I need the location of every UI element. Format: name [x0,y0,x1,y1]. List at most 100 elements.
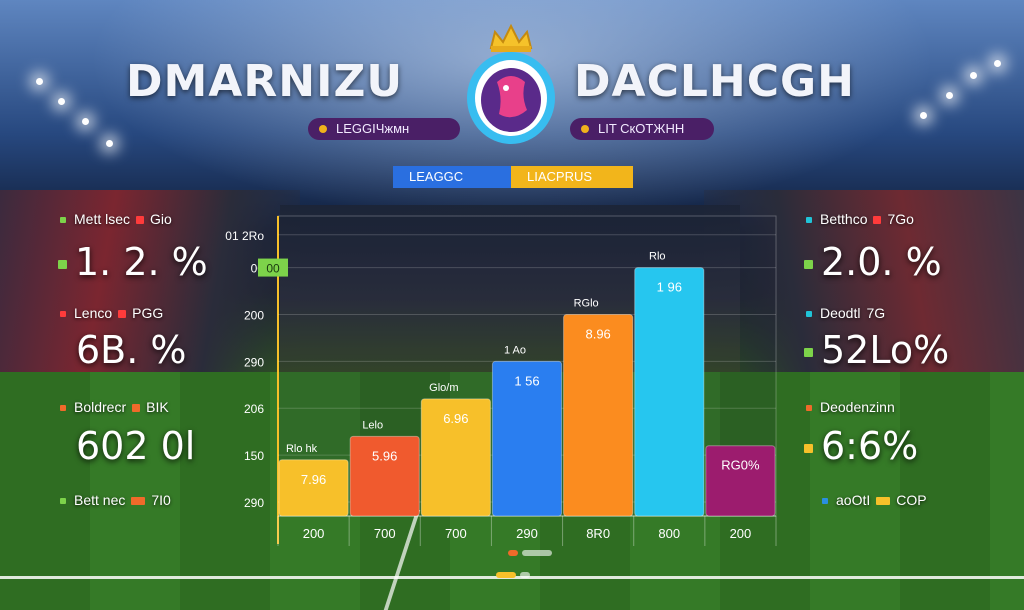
floodlight [58,98,65,105]
title-right: DACLHCGH [574,56,855,107]
bar-top-label: Lelo [362,419,383,431]
bar [349,435,420,517]
bullet-icon [806,217,812,224]
badge-right-label: LIT СкОТЖНН [598,121,685,136]
badge-left: LEGGIЧжмн [308,118,460,140]
bar-value-label: 6.96 [443,411,468,426]
stat-label-text: Boldrecr [74,399,127,415]
legend-badge [258,258,288,277]
league-crest-icon [467,23,555,144]
stat-value-text: 6B. % [76,328,187,372]
bar-value-label: 8.96 [585,326,610,341]
bullet-icon [873,216,882,225]
stat-value-text: 6:6% [821,424,919,468]
stat-label-tail: 7Go [887,211,914,227]
stat-value-left-3: 602 0l [76,424,195,468]
bullet-icon [822,498,828,505]
bullet-icon [804,260,813,269]
y-tick-label: 290 [244,355,264,369]
y-tick-label: 01 2Ro [225,229,264,243]
bar-top-label: 1 Ao [504,344,526,356]
stat-label-tail: Gio [150,211,172,227]
y-tick-label: 206 [244,402,264,416]
category-label: 290 [516,526,538,541]
bar-value-label: RG0% [721,458,760,473]
bar-top-label: RGlo [574,297,599,309]
stat-label-right-2: Deodtl 7G [806,305,885,321]
badge-dot [319,125,327,133]
stat-value-text: 52Lo% [821,328,950,372]
category-label: 200 [303,526,325,541]
bullet-icon [804,444,813,453]
title-left: DMARNIZU [126,56,404,107]
bullet-icon [60,217,66,224]
stat-value-left-1: 1. 2. % [58,240,208,284]
floodlight [994,60,1001,67]
floodlight [106,140,113,147]
stat-value-right-2: 52Lo% [804,328,949,372]
badge-left-label: LEGGIЧжмн [336,121,410,136]
bullet-icon [60,311,66,318]
stat-label-tail: 7G [866,305,886,321]
stat-label-tail: COP [896,492,927,508]
bar [420,398,491,517]
stat-label-left-1: Mett lsec Gio [60,211,172,227]
bar-value-label: 5.96 [372,448,397,463]
bar-top-label: Rlo hk [286,443,318,455]
bar [705,445,776,517]
badge-dot [581,125,589,133]
footer-dot [496,572,516,578]
category-label: 200 [730,526,752,541]
floodlight [36,78,43,85]
stat-label-right-4: aoOtI COP [822,492,927,508]
y-tick-label: 290 [244,496,264,510]
bar-top-label: Rlo [649,251,666,263]
stadium-stand-left [0,190,300,380]
stat-label-left-3: Boldrecr BIK [60,399,169,415]
stat-label-text: Deodtl [820,305,861,321]
stat-label-tail: BIK [146,399,169,415]
bullet-icon [136,216,145,225]
stat-value-text: 1. 2. % [75,240,208,284]
stat-label-left-4: Bett nec 7I0 [60,492,171,508]
bullet-icon [806,311,812,318]
category-label: 8R0 [586,526,610,541]
bullet-icon [60,405,66,412]
floodlight [920,112,927,119]
bar [563,313,634,517]
stat-label-text: Bett nec [74,492,126,508]
bullet-icon [132,404,141,413]
stat-value-right-3: 6:6% [804,424,918,468]
stat-label-text: aoOtI [836,492,871,508]
category-label: 700 [374,526,396,541]
league-tabs: LEAGGC LIACPRUS [393,166,633,188]
bullet-icon [131,497,146,506]
stadium-stand-right [704,190,1024,380]
bullet-icon [806,405,812,412]
bullet-icon [60,498,66,505]
stat-label-text: Mett lsec [74,211,131,227]
category-label: 700 [445,526,467,541]
bar-top-label: Glo/m [429,382,458,394]
tab-secondary[interactable]: LIACPRUS [511,166,633,188]
badge-right: LIT СкОТЖНН [570,118,714,140]
bar [634,267,705,517]
category-label: 800 [658,526,680,541]
footer-dot [522,550,552,556]
stat-label-right-1: Betthco 7Go [806,211,914,227]
floodlight [82,118,89,125]
bullet-icon [58,260,67,269]
bar [491,360,563,517]
floodlight [970,72,977,79]
legend-badge-label: 00 [266,262,280,276]
stat-value-left-2: 6B. % [76,328,187,372]
tab-league[interactable]: LEAGGC [393,166,511,188]
y-tick-label: 200 [244,308,264,322]
bar-value-label: 1 96 [657,280,682,295]
footer-dot [520,572,530,578]
bar-value-label: 7.96 [301,472,326,487]
stat-label-text: Betthco [820,211,868,227]
bullet-icon [804,348,813,357]
stat-label-tail: 7I0 [151,492,171,508]
